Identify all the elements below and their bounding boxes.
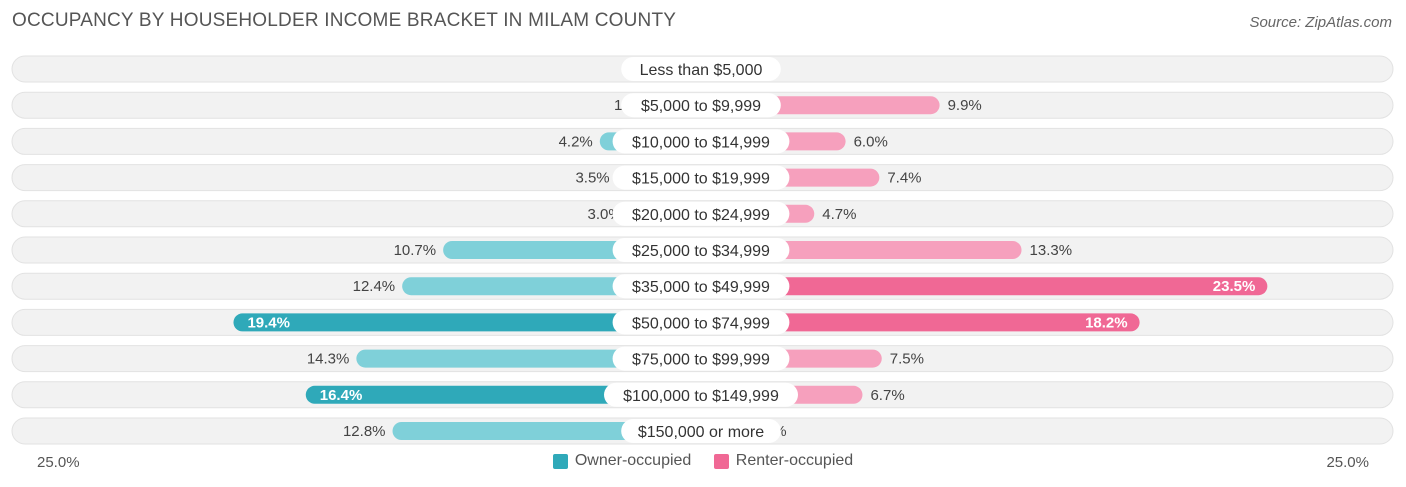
renter-value-label: 6.0% [854, 133, 888, 150]
axis-left-label: 25.0% [37, 454, 80, 471]
legend-owner-label: Owner-occupied [574, 452, 692, 469]
owner-value-label: 12.4% [353, 278, 396, 295]
owner-value-label: 12.8% [343, 423, 386, 440]
category-label: $5,000 to $9,999 [641, 98, 761, 115]
renter-value-label: 7.5% [890, 351, 924, 368]
renter-swatch-icon [713, 453, 729, 469]
category-label-background [612, 201, 790, 226]
owner-value-label: 14.3% [307, 351, 350, 368]
category-label: $25,000 to $34,999 [632, 243, 770, 260]
renter-bar[interactable] [701, 277, 1268, 296]
category-label: $35,000 to $49,999 [632, 279, 770, 296]
category-label-background [612, 346, 790, 371]
category-label-background [621, 419, 781, 443]
category-label: $15,000 to $19,999 [632, 171, 770, 188]
category-label: Less than $5,000 [640, 62, 763, 79]
owner-value-label: 3.0% [587, 206, 621, 223]
renter-value-label: 23.5% [1213, 278, 1256, 295]
chart-area: 1.5%1.2%Less than $5,0001.9%9.9%$5,000 t… [11, 55, 1394, 445]
renter-value-label: 18.2% [1085, 314, 1128, 331]
category-label-background [621, 93, 781, 118]
legend-item-owner[interactable]: Owner-occupied [552, 452, 692, 470]
category-label: $75,000 to $99,999 [632, 352, 770, 369]
legend-renter-label: Renter-occupied [735, 452, 854, 469]
category-label-background [612, 274, 790, 299]
category-label-background [612, 238, 790, 262]
renter-value-label: 6.7% [870, 387, 904, 404]
owner-value-label: 16.4% [320, 387, 363, 404]
renter-value-label: 4.7% [822, 206, 856, 223]
category-label-background [621, 57, 781, 81]
renter-value-label: 9.9% [948, 97, 982, 114]
owner-value-label: 3.5% [575, 170, 609, 187]
renter-value-label: 13.3% [1030, 242, 1073, 259]
axis-right-label: 25.0% [1326, 454, 1369, 471]
category-label: $100,000 to $149,999 [623, 388, 779, 405]
renter-bar[interactable] [701, 313, 1140, 332]
owner-bar[interactable] [233, 313, 701, 332]
owner-value-label: 10.7% [394, 242, 437, 259]
category-label-background [612, 129, 790, 154]
legend: Owner-occupied Renter-occupied [0, 452, 1406, 474]
category-label: $150,000 or more [638, 424, 764, 441]
owner-value-label: 4.2% [559, 133, 593, 150]
category-label-background [612, 165, 790, 190]
category-label-background [612, 310, 790, 335]
source-label: Source: ZipAtlas.com [1249, 14, 1392, 31]
owner-swatch-icon [552, 453, 568, 469]
category-label: $50,000 to $74,999 [632, 315, 770, 332]
renter-value-label: 7.4% [887, 170, 921, 187]
chart-title: OCCUPANCY BY HOUSEHOLDER INCOME BRACKET … [12, 10, 677, 31]
category-label: $10,000 to $14,999 [632, 134, 770, 151]
legend-item-renter[interactable]: Renter-occupied [713, 452, 854, 470]
owner-bar[interactable] [305, 385, 701, 404]
owner-value-label: 19.4% [247, 314, 290, 331]
category-label: $20,000 to $24,999 [632, 207, 770, 224]
category-label-background [604, 382, 798, 407]
